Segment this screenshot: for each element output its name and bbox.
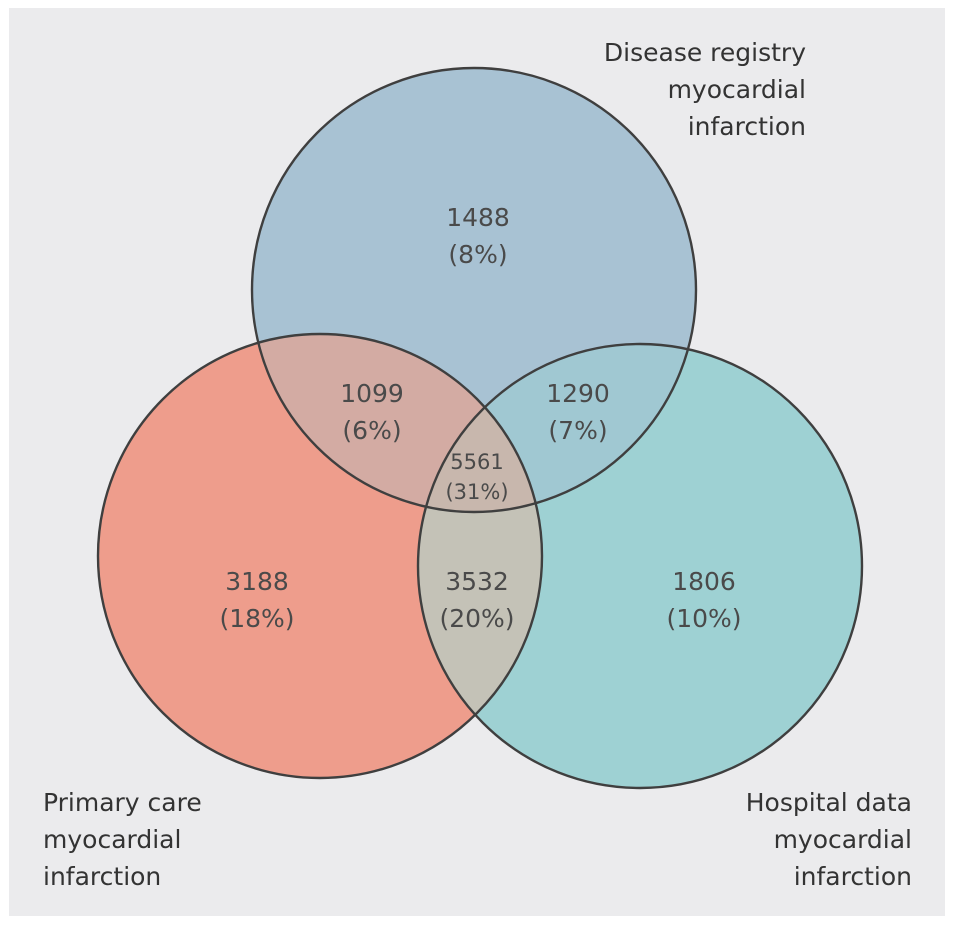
registry-only-count: 1488 bbox=[446, 203, 510, 232]
registry-hospital-percent: (7%) bbox=[548, 416, 607, 445]
all-three-percent: (31%) bbox=[445, 480, 508, 504]
primary-care-label-line-1: Primary care bbox=[43, 788, 202, 817]
primary-care-label-line-3: infarction bbox=[43, 862, 161, 891]
hospital-data-label-line-1: Hospital data bbox=[746, 788, 912, 817]
hospital-only-percent: (10%) bbox=[666, 604, 741, 633]
primary-only-count: 3188 bbox=[225, 567, 289, 596]
all-three-count: 5561 bbox=[450, 450, 503, 474]
registry-primary-count: 1099 bbox=[340, 379, 404, 408]
disease-registry-outline bbox=[250, 66, 698, 514]
disease-registry-label-line-2: myocardial bbox=[668, 75, 806, 104]
hospital-data-outline bbox=[416, 342, 864, 790]
primary-care-label-line-2: myocardial bbox=[43, 825, 181, 854]
primary-hospital-percent: (20%) bbox=[439, 604, 514, 633]
primary-care-outline bbox=[96, 332, 544, 780]
disease-registry-label: Disease registry myocardial infarction bbox=[604, 38, 806, 141]
primary-hospital-count: 3532 bbox=[445, 567, 509, 596]
disease-registry-label-line-3: infarction bbox=[688, 112, 806, 141]
disease-registry-label-line-1: Disease registry bbox=[604, 38, 806, 67]
registry-hospital-count: 1290 bbox=[546, 379, 610, 408]
hospital-data-label-line-3: infarction bbox=[794, 862, 912, 891]
registry-only-percent: (8%) bbox=[448, 240, 507, 269]
registry-primary-overlap bbox=[252, 334, 542, 512]
registry-primary-percent: (6%) bbox=[342, 416, 401, 445]
hospital-data-label: Hospital data myocardial infarction bbox=[746, 788, 912, 891]
hospital-only-count: 1806 bbox=[672, 567, 736, 596]
primary-care-label: Primary care myocardial infarction bbox=[43, 788, 202, 891]
primary-only-percent: (18%) bbox=[219, 604, 294, 633]
hospital-data-label-line-2: myocardial bbox=[774, 825, 912, 854]
registry-hospital-overlap bbox=[418, 344, 696, 512]
